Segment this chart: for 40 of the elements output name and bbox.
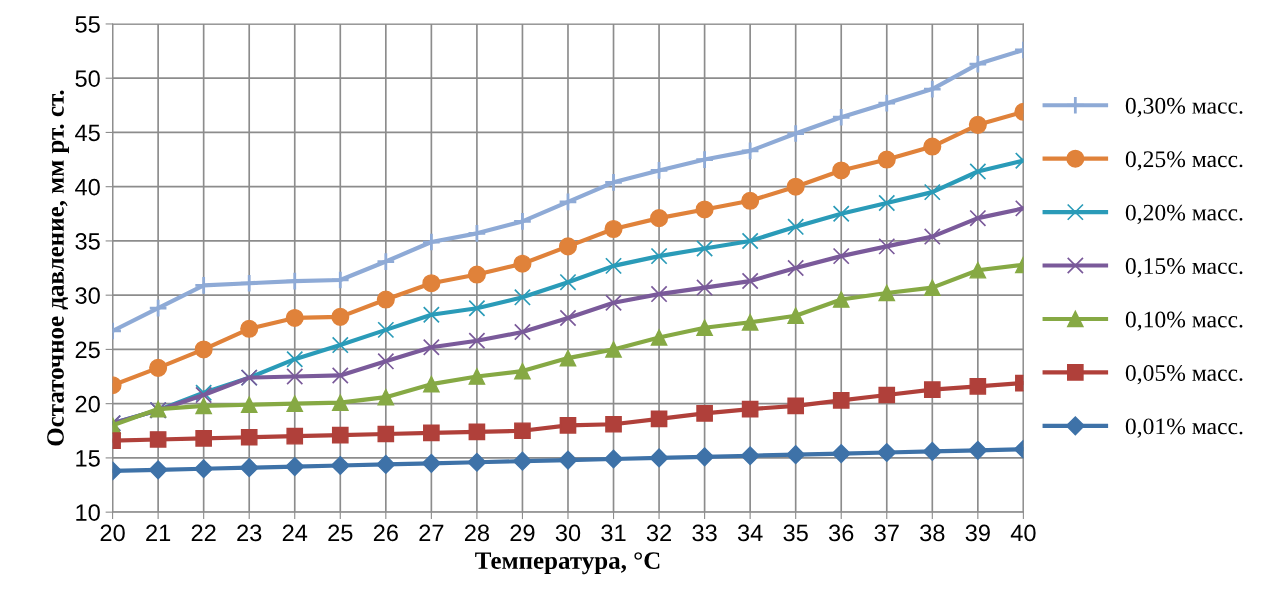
x-tick-label: 27	[419, 524, 444, 542]
y-tick-label: 55	[75, 16, 100, 33]
x-tick-label: 30	[555, 524, 581, 542]
x-axis-title: Температура, °С	[475, 552, 660, 575]
x-tick-label: 28	[464, 524, 490, 542]
legend-label: 0,10% масс.	[1125, 311, 1243, 331]
x-tick-label: 22	[191, 524, 216, 542]
x-tick-label: 25	[328, 524, 353, 542]
x-tick-label: 26	[373, 524, 398, 542]
legend-label: 0,20% масс.	[1125, 204, 1243, 224]
y-tick-label: 15	[76, 450, 100, 467]
legend-label: 0,30% масс.	[1125, 97, 1243, 118]
x-tick-label: 35	[783, 524, 808, 542]
y-tick-label: 30	[75, 287, 100, 304]
legend-label: 0,01% масс.	[1125, 418, 1243, 438]
x-tick-label: 32	[646, 524, 672, 542]
x-tick-label: 23	[237, 524, 262, 542]
legend-label: 0,25% масс.	[1125, 151, 1243, 171]
x-tick-label: 29	[510, 524, 535, 542]
x-tick-label: 40	[1010, 524, 1036, 542]
y-axis-title: Остаточное давление, мм рт. ст.	[47, 90, 69, 446]
x-tick-label: 20	[100, 524, 125, 542]
y-tick-label: 20	[75, 395, 100, 413]
x-tick-label: 38	[920, 524, 945, 542]
y-tick-label: 45	[75, 124, 100, 142]
x-tick-label: 33	[692, 524, 717, 542]
x-tick-label: 34	[737, 524, 763, 542]
y-tick-label: 50	[75, 70, 100, 87]
y-tick-label: 10	[76, 504, 100, 521]
x-tick-label: 31	[601, 524, 626, 542]
y-tick-label: 25	[75, 341, 100, 359]
legend-label: 0,15% масс.	[1125, 258, 1243, 278]
x-tick-label: 39	[965, 524, 990, 542]
legend-label: 0,05% масс.	[1125, 364, 1243, 385]
x-tick-label: 36	[829, 524, 854, 542]
x-tick-label: 24	[282, 524, 308, 542]
y-tick-label: 35	[75, 233, 100, 250]
x-tick-label: 21	[146, 524, 171, 542]
y-tick-label: 40	[75, 178, 100, 196]
x-tick-label: 37	[874, 524, 899, 542]
